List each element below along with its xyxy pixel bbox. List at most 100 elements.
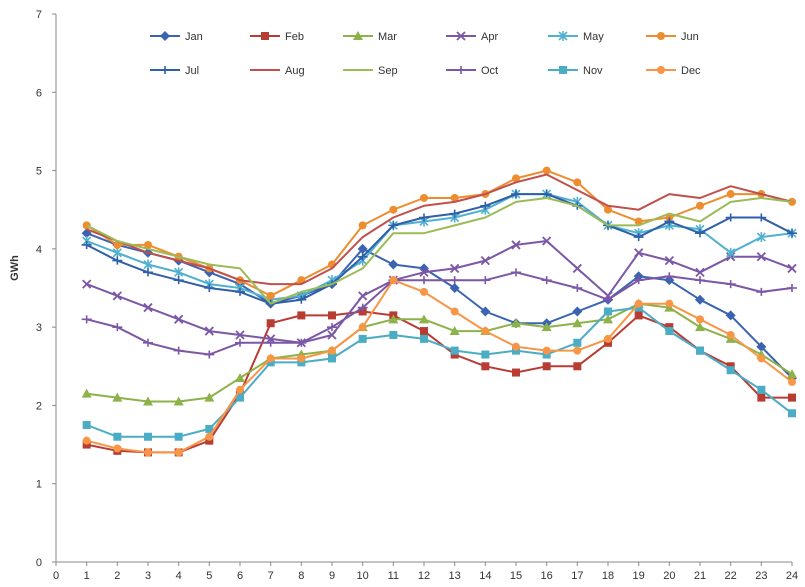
x-tick-label: 14 [479, 570, 491, 582]
data-point-dec [481, 327, 490, 336]
series-may [82, 189, 797, 305]
data-point-dec [144, 448, 152, 457]
data-point-jul [725, 213, 736, 222]
data-point-apr [419, 267, 429, 277]
series-line-mar [86, 302, 793, 403]
data-point-oct [327, 323, 337, 332]
data-point-may [174, 267, 184, 278]
data-point-mar [388, 314, 399, 324]
data-point-dec [358, 323, 367, 332]
y-tick-label: 1 [36, 479, 42, 491]
data-point-feb [573, 362, 582, 371]
data-point-oct [756, 287, 767, 296]
legend-item-jul: Jul [150, 65, 199, 77]
data-point-apr [327, 330, 337, 340]
data-point-dec [205, 432, 214, 441]
data-point-jul [388, 221, 399, 230]
data-point-apr [695, 267, 705, 277]
data-point-jun [144, 240, 152, 249]
data-point-nov [113, 432, 122, 441]
data-point-jul [173, 276, 184, 285]
data-point-nov [420, 334, 428, 343]
data-point-nov [174, 432, 183, 441]
series-jan [81, 228, 797, 384]
data-point-feb [757, 393, 766, 402]
legend-item-jan: Jan [150, 31, 203, 43]
data-point-oct [633, 276, 644, 285]
data-point-nov [389, 330, 398, 339]
legend-marker-jan [160, 31, 170, 41]
data-point-jul [81, 240, 92, 249]
data-point-oct [235, 338, 245, 347]
legend-marker-feb [261, 32, 269, 40]
data-point-jul [541, 190, 552, 199]
series-line-sep [86, 197, 793, 305]
data-point-apr [143, 302, 153, 313]
data-point-jan [756, 341, 767, 352]
legend-marker-oct [456, 66, 466, 74]
data-point-feb [512, 368, 520, 377]
data-point-may [726, 247, 736, 258]
legend-item-oct: Oct [446, 65, 498, 77]
data-point-jun [389, 205, 398, 214]
data-point-nov [358, 334, 367, 343]
data-point-jul [419, 213, 429, 222]
data-point-nov [665, 327, 674, 336]
data-point-apr [204, 326, 214, 336]
data-point-nov [757, 385, 766, 394]
data-point-dec [113, 444, 122, 453]
data-point-dec [665, 299, 674, 308]
data-point-mar [204, 392, 215, 402]
data-point-jan [388, 259, 399, 270]
series-layer [81, 166, 797, 457]
data-point-jul [204, 284, 215, 292]
data-point-jun [266, 291, 275, 300]
data-point-jan [572, 306, 583, 317]
x-tick-label: 10 [357, 570, 369, 582]
data-point-feb [788, 393, 796, 402]
legend-label-sep: Sep [378, 65, 398, 77]
series-jul [81, 190, 797, 308]
data-point-jul [633, 233, 644, 242]
x-tick-label: 22 [725, 570, 737, 582]
data-point-apr [358, 291, 368, 301]
legend-label-jan: Jan [185, 31, 203, 43]
data-point-mar [541, 322, 552, 332]
data-point-oct [603, 295, 613, 304]
data-point-feb [266, 319, 275, 328]
x-tick-label: 18 [602, 570, 614, 582]
data-point-mar [235, 373, 245, 383]
data-point-may [112, 247, 122, 258]
data-point-nov [205, 424, 214, 433]
data-point-mar [449, 326, 460, 336]
y-tick-label: 3 [36, 322, 42, 334]
legend-item-jun: Jun [646, 31, 699, 43]
x-tick-label: 9 [329, 570, 335, 582]
data-point-mar [419, 314, 429, 324]
x-tick-label: 7 [268, 570, 274, 582]
data-point-jul [695, 229, 705, 238]
data-point-jan [357, 243, 368, 254]
legend-marker-jun [657, 32, 665, 40]
x-tick-label: 12 [418, 570, 430, 582]
legend-marker-nov [559, 66, 567, 74]
data-point-mar [173, 396, 184, 406]
data-point-oct [112, 323, 123, 332]
data-point-feb [634, 311, 643, 320]
data-point-oct [449, 276, 460, 285]
data-point-mar [695, 322, 705, 332]
data-point-jun [512, 174, 520, 183]
data-point-dec [174, 448, 183, 457]
legend-label-feb: Feb [285, 31, 304, 43]
data-point-jan [725, 310, 736, 321]
legend-label-apr: Apr [481, 31, 498, 43]
data-point-oct [664, 272, 675, 281]
data-point-jan [695, 294, 705, 305]
data-point-feb [542, 362, 551, 371]
data-point-dec [696, 315, 704, 324]
data-point-nov [726, 366, 735, 375]
legend-item-sep: Sep [343, 65, 398, 77]
data-point-dec [788, 377, 796, 386]
